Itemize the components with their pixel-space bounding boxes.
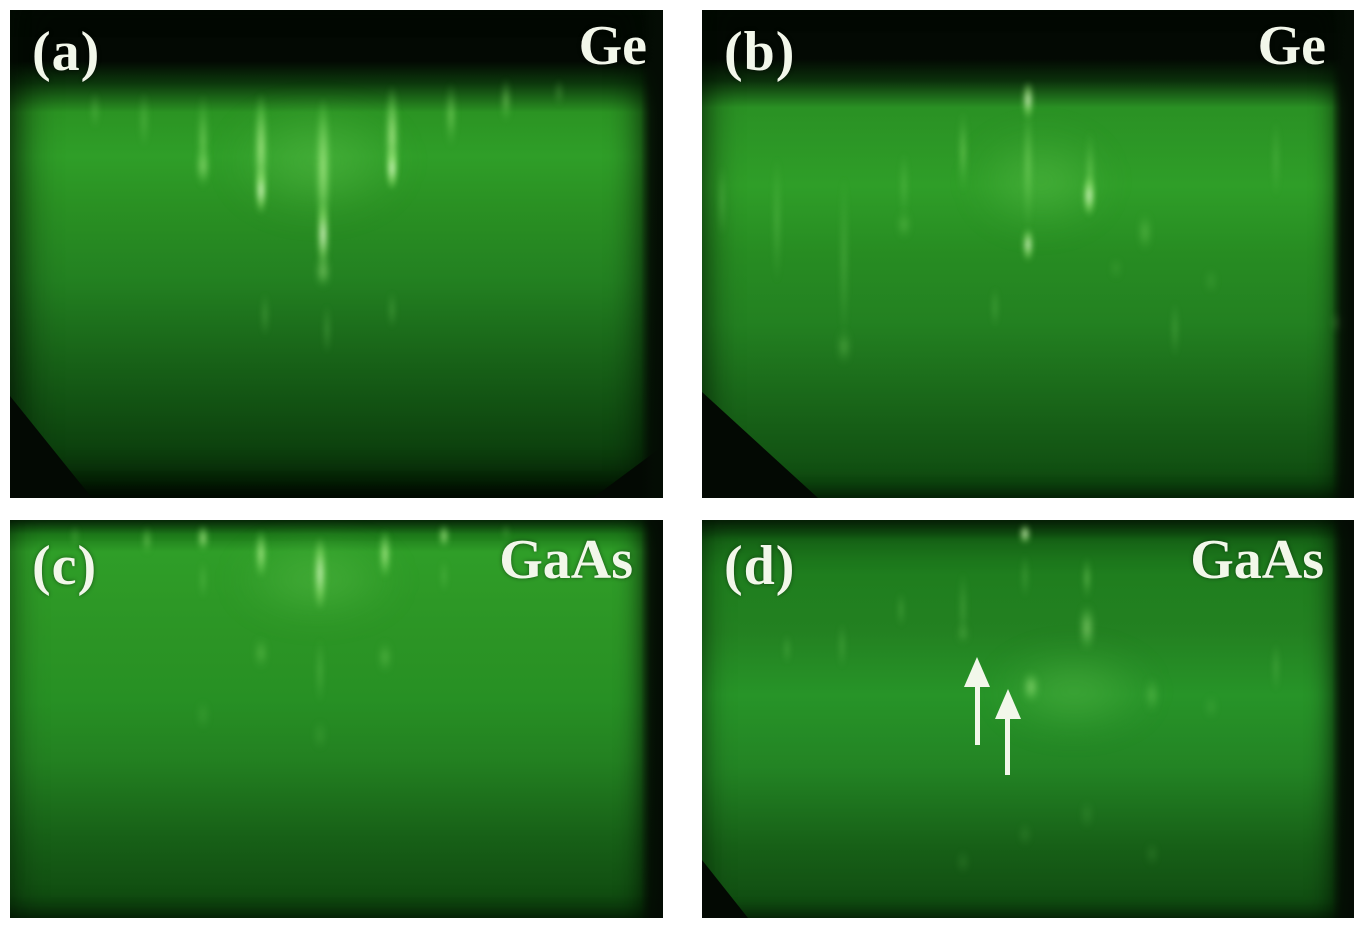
diffraction-spot [1017, 520, 1033, 548]
diffraction-pattern-c [10, 520, 663, 918]
diffraction-spot [196, 520, 437, 640]
diffraction-streak [377, 520, 394, 588]
diffraction-spot [1081, 794, 1092, 835]
diffraction-streak [716, 146, 728, 254]
diffraction-spot [1111, 254, 1122, 284]
diffraction-spot [196, 141, 209, 191]
diffraction-spot [316, 249, 330, 294]
rheed-panel-c: (c) GaAs [10, 520, 663, 918]
diffraction-streak [136, 78, 152, 162]
diffraction-spot [1020, 73, 1036, 128]
diffraction-streak [88, 83, 102, 137]
panel-label-c: (c) [32, 535, 98, 597]
diffraction-streak [501, 520, 512, 544]
screen-edge-shadow [1332, 10, 1354, 498]
diffraction-streak [895, 583, 906, 636]
rheed-panel-d: (d) GaAs [702, 520, 1354, 918]
screen-edge-shadow [641, 10, 663, 498]
diffraction-streak [259, 283, 271, 347]
diffraction-streak [1019, 543, 1030, 608]
diffraction-streak [321, 293, 333, 367]
diffraction-spot [958, 631, 1189, 751]
diffraction-streak [442, 68, 459, 162]
diffraction-streak [314, 623, 327, 719]
arrow-stem [1005, 719, 1011, 775]
arrow-head [964, 657, 991, 688]
screen-edge-shadow [641, 520, 663, 918]
material-label-d: GaAs [1190, 529, 1324, 591]
diffraction-streak [1270, 631, 1281, 704]
diffraction-spot [941, 107, 1142, 254]
diffraction-spot [1020, 219, 1036, 269]
diffraction-spot [1079, 595, 1094, 660]
rheed-panel-a: (a) Ge [10, 10, 663, 498]
diffraction-streak [386, 283, 398, 337]
panel-label-b: (b) [724, 21, 796, 83]
diffraction-spot [957, 619, 968, 648]
diffraction-spot [1022, 667, 1040, 708]
panel-label-d: (d) [724, 535, 796, 597]
diffraction-streak [140, 520, 154, 560]
diffraction-streak [837, 611, 848, 680]
diffraction-streak [69, 520, 81, 552]
material-label-b: Ge [1257, 15, 1326, 77]
diffraction-streak [499, 68, 514, 132]
diffraction-spot [1145, 671, 1159, 719]
diffraction-streak [195, 520, 211, 556]
diffraction-streak [437, 520, 452, 552]
diffraction-spot [197, 695, 209, 735]
diffraction-spot [1080, 166, 1098, 225]
screen-edge-shadow [1332, 520, 1354, 918]
diffraction-spot [1138, 205, 1152, 259]
diffraction-streak [552, 73, 565, 113]
diffraction-streak [990, 278, 1001, 337]
diffraction-spot [1205, 691, 1217, 723]
diffraction-streak [1169, 288, 1180, 372]
diffraction-streak [253, 520, 270, 588]
material-label-c: GaAs [499, 529, 633, 591]
rheed-panel-b: (b) Ge [702, 10, 1354, 498]
diffraction-spot [898, 205, 911, 245]
annotation-up-arrow-icon [964, 657, 991, 745]
diffraction-spot [957, 846, 968, 879]
diffraction-streak [957, 555, 969, 660]
diffraction-pattern-d [702, 520, 1354, 918]
diffraction-streak [781, 627, 792, 672]
diffraction-streak [1081, 547, 1093, 608]
diffraction-spot [1205, 263, 1217, 298]
annotation-up-arrow-icon [994, 689, 1021, 775]
diffraction-spot [1146, 838, 1157, 871]
arrow-stem [974, 687, 980, 745]
diffraction-streak [311, 520, 330, 628]
diffraction-spot [384, 136, 400, 201]
diffraction-spot [314, 715, 326, 755]
diffraction-streak [770, 127, 783, 313]
diffraction-spot [378, 635, 392, 680]
diffraction-streak [838, 136, 851, 381]
panel-label-a: (a) [32, 21, 101, 83]
diffraction-streak [1270, 102, 1281, 215]
diffraction-spot [253, 156, 269, 225]
diffraction-spot [254, 631, 268, 676]
diffraction-pattern-b [702, 10, 1354, 498]
diffraction-streak [439, 551, 450, 600]
diffraction-streak [197, 551, 209, 608]
arrow-head [994, 689, 1021, 720]
material-label-a: Ge [578, 15, 647, 77]
diffraction-spot [1019, 818, 1030, 851]
diffraction-spot [837, 322, 851, 372]
diffraction-pattern-a [10, 10, 663, 498]
diffraction-streak [956, 92, 969, 211]
